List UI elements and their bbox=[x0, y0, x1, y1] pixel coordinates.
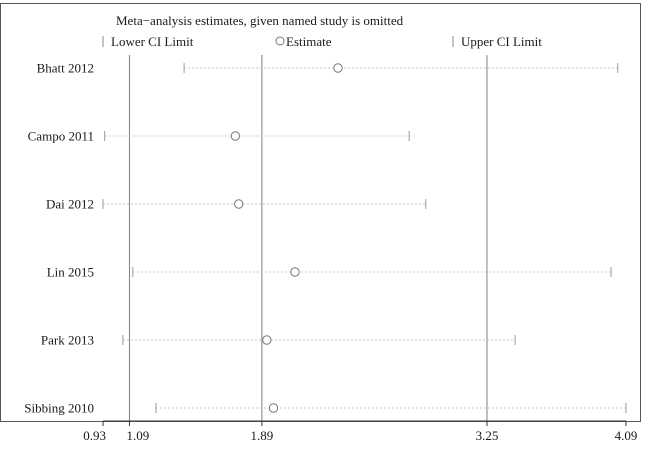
study-rows: Bhatt 2012 Campo 2011 Dai 2012 Lin 2015 Park… bbox=[24, 61, 627, 416]
legend-label: Lower CI Limit bbox=[111, 34, 194, 49]
study-label: Bhatt 2012 bbox=[37, 61, 94, 76]
legend-label: Estimate bbox=[286, 34, 332, 49]
study-row: Campo 2011 bbox=[28, 129, 410, 144]
plot-frame bbox=[0, 3, 641, 422]
estimate-marker bbox=[333, 63, 343, 73]
x-tick-label: 3.25 bbox=[476, 428, 499, 443]
study-row: Park 2013 bbox=[41, 333, 516, 348]
reference-lines bbox=[128, 55, 488, 421]
study-label: Dai 2012 bbox=[46, 197, 94, 212]
legend-estimate-marker bbox=[275, 36, 285, 46]
study-row: Sibbing 2010 bbox=[24, 401, 627, 416]
study-label: Sibbing 2010 bbox=[24, 401, 94, 416]
estimate-marker bbox=[234, 199, 244, 209]
estimate-marker bbox=[290, 267, 300, 277]
x-tick-label: 4.09 bbox=[615, 428, 638, 443]
study-label: Campo 2011 bbox=[28, 129, 94, 144]
estimate-marker bbox=[262, 335, 272, 345]
estimate-marker bbox=[230, 131, 241, 141]
study-label: Lin 2015 bbox=[47, 265, 94, 280]
study-row: Dai 2012 bbox=[46, 197, 427, 212]
x-tick-label: 0.93 bbox=[83, 428, 106, 443]
legend-label: Upper CI Limit bbox=[461, 34, 542, 49]
study-label: Park 2013 bbox=[41, 333, 94, 348]
x-tick-label: 1.89 bbox=[251, 428, 274, 443]
study-row: Bhatt 2012 bbox=[37, 61, 619, 76]
legend: Lower CI Limit Estimate Upper CI Limit bbox=[102, 34, 542, 49]
x-tick-label: 1.09 bbox=[126, 428, 149, 443]
x-axis: 0.93 1.09 1.89 3.25 4.09 bbox=[83, 420, 638, 443]
estimate-marker bbox=[268, 403, 279, 413]
chart-title: Meta−analysis estimates, given named stu… bbox=[116, 13, 404, 28]
study-row: Lin 2015 bbox=[47, 265, 612, 280]
